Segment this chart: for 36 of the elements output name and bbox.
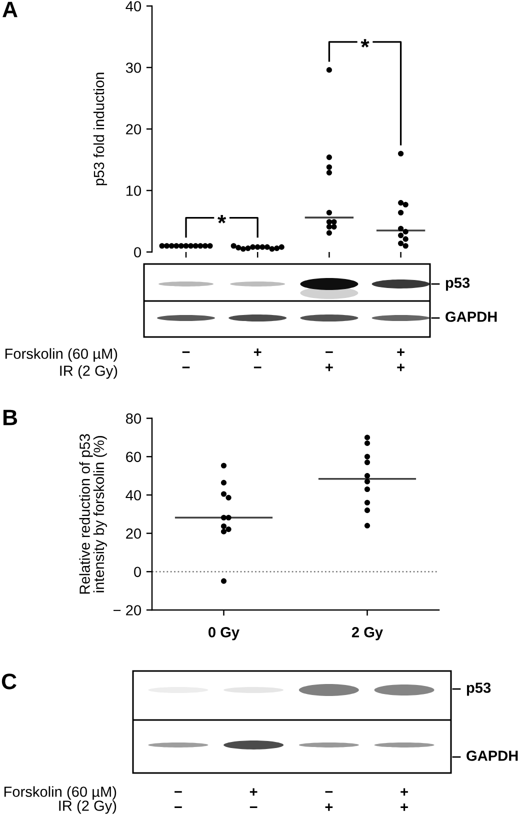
text: Forskolin (60 µM) xyxy=(5,348,118,362)
category-label: + + xyxy=(400,788,408,811)
text: IR (2 Gy) xyxy=(60,365,118,379)
x-tick-label: + + xyxy=(397,348,404,372)
chart-title: A xyxy=(2,2,18,18)
y-tick-label: 30 xyxy=(126,62,142,73)
annotation: * xyxy=(360,39,370,48)
annotation: * xyxy=(218,215,226,224)
y-axis-title: p53 fold induction xyxy=(93,72,108,186)
y-tick-label: 20 xyxy=(126,528,142,539)
text: Forskolin (60 µM) xyxy=(4,786,116,800)
y-tick-label: 0 xyxy=(134,566,142,578)
y-tick-label: 80 xyxy=(126,413,142,424)
chart-title: B xyxy=(3,410,18,426)
text: IR (2 Gy) xyxy=(59,800,116,814)
text: p53 xyxy=(446,278,470,291)
category-label: − − xyxy=(174,791,182,808)
y-tick-label: 40 xyxy=(126,490,142,500)
y-axis-title: Relative reduction of p53 intensity by forskolin (%) xyxy=(79,434,107,594)
text: C xyxy=(2,674,16,690)
y-tick-label: 40 xyxy=(126,1,142,12)
y-tick-label: 20 xyxy=(126,124,142,134)
category-label: − + xyxy=(325,791,333,811)
x-tick-label: − + xyxy=(326,351,333,372)
x-tick-label: − − xyxy=(182,351,190,368)
x-tick-label: + − xyxy=(254,348,262,368)
text: GAPDH xyxy=(446,312,497,322)
y-tick-label: − 20 xyxy=(114,605,142,616)
x-tick-label: 0 Gy xyxy=(208,627,240,640)
y-tick-label: 60 xyxy=(126,452,142,462)
category-label: + − xyxy=(250,788,258,808)
text: p53 xyxy=(466,682,491,696)
text: GAPDH xyxy=(466,750,518,761)
y-tick-label: 10 xyxy=(126,186,142,196)
x-tick-label: 2 Gy xyxy=(352,627,383,640)
y-tick-label: 0 xyxy=(134,247,142,258)
